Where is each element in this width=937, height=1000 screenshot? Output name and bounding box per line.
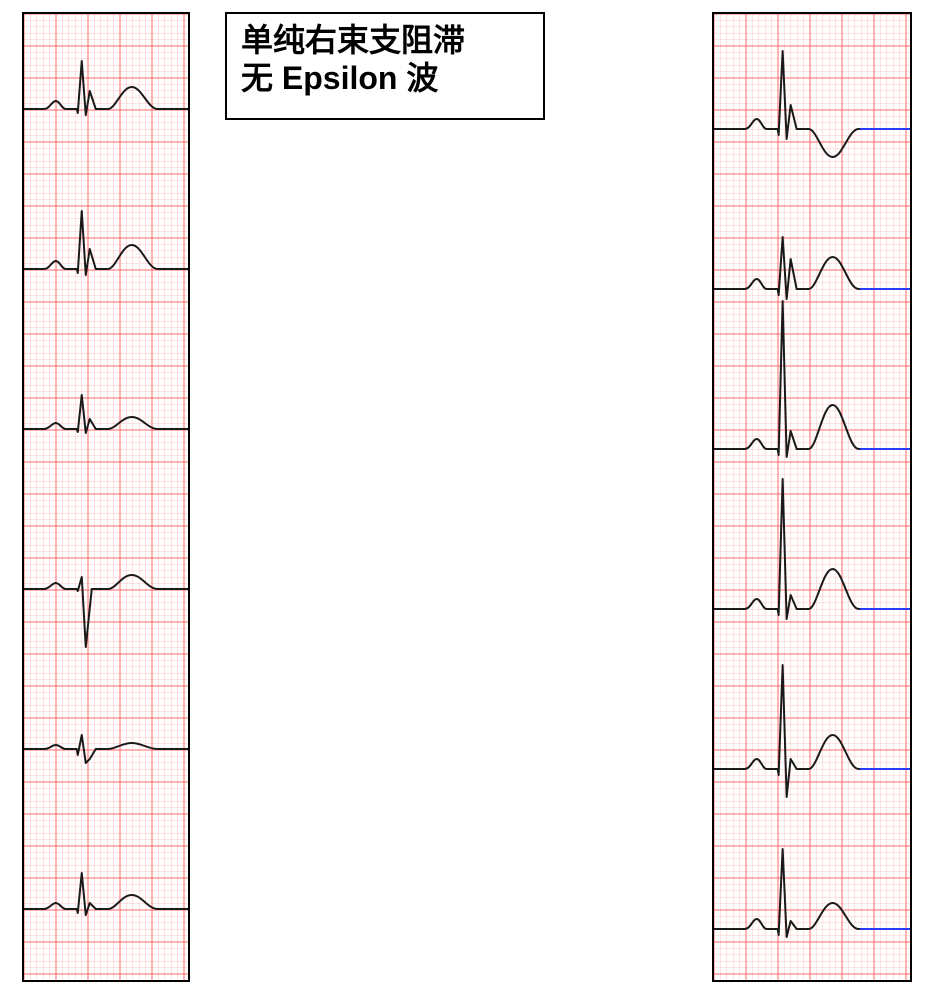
ecg-trace-left-V3 [24, 395, 188, 433]
ecg-panel-right [712, 12, 912, 982]
ecg-svg-left [24, 14, 188, 980]
ecg-trace-left-V2 [24, 211, 188, 275]
ecg-svg-right [714, 14, 910, 980]
title-line-1: 单纯右束支阻滞 [241, 22, 529, 60]
title-line-2: 无 Epsilon 波 [241, 60, 529, 98]
ecg-trace-left-V5 [24, 735, 188, 763]
ecg-trace-left-V4 [24, 575, 188, 647]
ecg-panel-left [22, 12, 190, 982]
title-box: 单纯右束支阻滞 无 Epsilon 波 [225, 12, 545, 120]
ecg-trace-left-V1 [24, 61, 188, 115]
ecg-trace-left-V6 [24, 873, 188, 915]
